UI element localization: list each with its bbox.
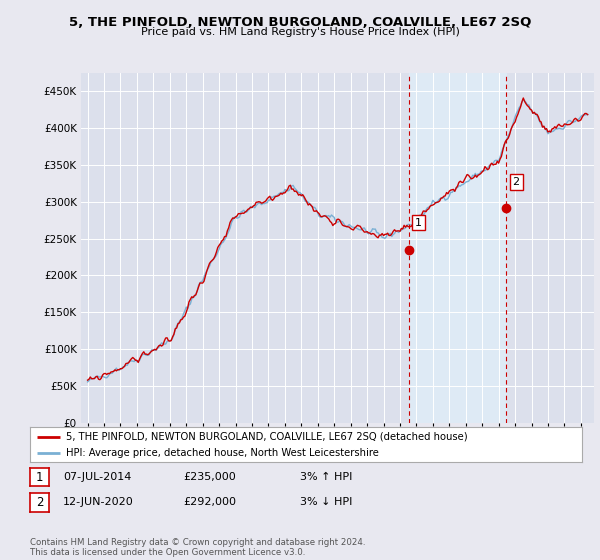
Text: £292,000: £292,000 — [183, 497, 236, 507]
Text: 3% ↑ HPI: 3% ↑ HPI — [300, 472, 352, 482]
Text: 12-JUN-2020: 12-JUN-2020 — [63, 497, 134, 507]
Text: 3% ↓ HPI: 3% ↓ HPI — [300, 497, 352, 507]
Text: 2: 2 — [512, 177, 520, 187]
Text: 5, THE PINFOLD, NEWTON BURGOLAND, COALVILLE, LE67 2SQ (detached house): 5, THE PINFOLD, NEWTON BURGOLAND, COALVI… — [66, 432, 467, 442]
Text: 2: 2 — [36, 496, 43, 509]
Bar — [409, 73, 506, 423]
Text: Price paid vs. HM Land Registry's House Price Index (HPI): Price paid vs. HM Land Registry's House … — [140, 27, 460, 37]
Text: 5, THE PINFOLD, NEWTON BURGOLAND, COALVILLE, LE67 2SQ: 5, THE PINFOLD, NEWTON BURGOLAND, COALVI… — [69, 16, 531, 29]
Text: 1: 1 — [415, 217, 422, 227]
Text: 07-JUL-2014: 07-JUL-2014 — [63, 472, 131, 482]
Text: £235,000: £235,000 — [183, 472, 236, 482]
Text: 1: 1 — [36, 470, 43, 484]
Text: Contains HM Land Registry data © Crown copyright and database right 2024.
This d: Contains HM Land Registry data © Crown c… — [30, 538, 365, 557]
Text: HPI: Average price, detached house, North West Leicestershire: HPI: Average price, detached house, Nort… — [66, 449, 379, 458]
